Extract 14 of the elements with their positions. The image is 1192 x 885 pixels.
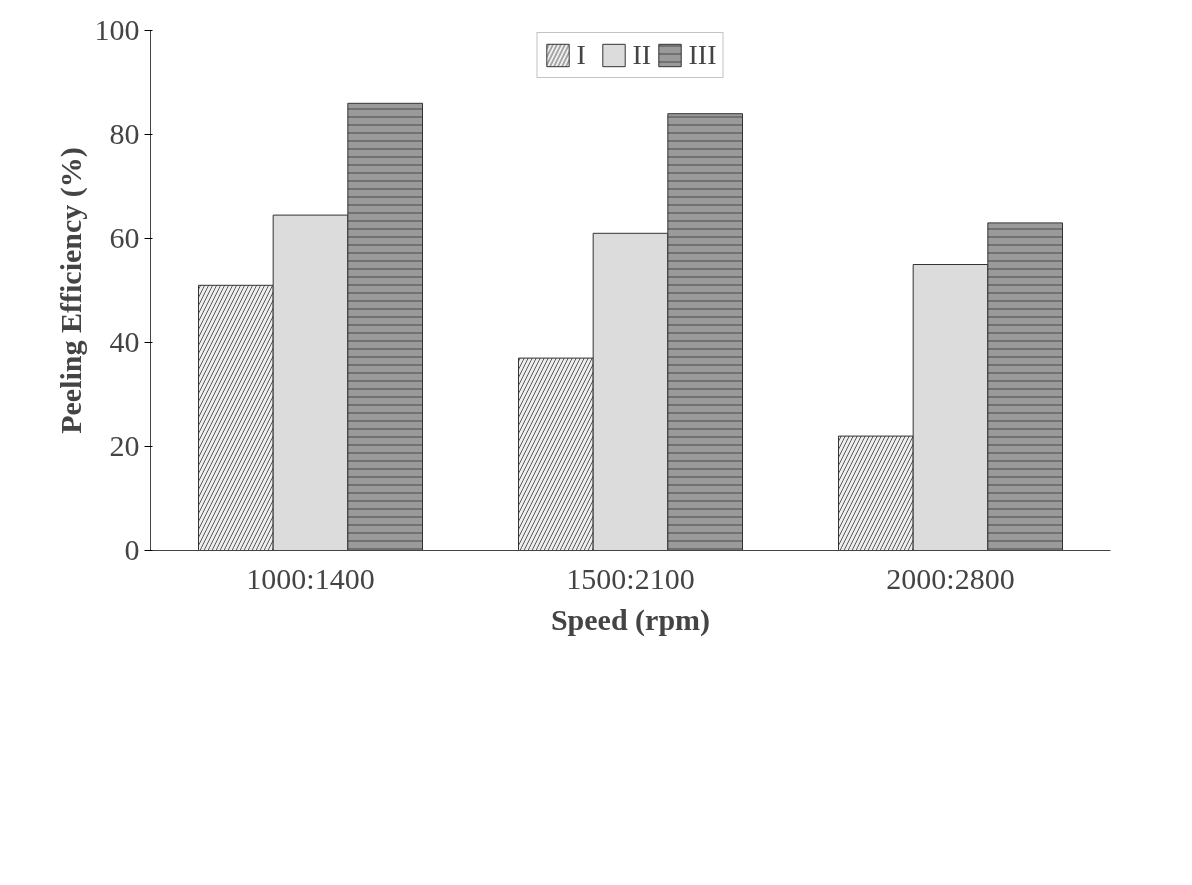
- y-tick-label: 80: [109, 117, 140, 150]
- legend-label: III: [688, 39, 717, 71]
- x-axis-title: Speed (rpm): [550, 602, 711, 637]
- y-tick-label: 40: [109, 325, 140, 358]
- y-tick-label: 0: [124, 533, 140, 566]
- x-tick-label: 1500:2100: [566, 561, 695, 595]
- legend-label: II: [632, 39, 653, 71]
- y-tick-label: 100: [94, 13, 140, 46]
- y-tick-label: 60: [109, 221, 140, 254]
- x-tick-label: 1000:1400: [246, 561, 375, 595]
- legend-label: I: [576, 39, 587, 71]
- y-axis-title: Peeling Efficiency (%): [53, 147, 88, 434]
- x-tick-label: 2000:2800: [886, 561, 1015, 595]
- y-tick-label: 20: [109, 429, 140, 462]
